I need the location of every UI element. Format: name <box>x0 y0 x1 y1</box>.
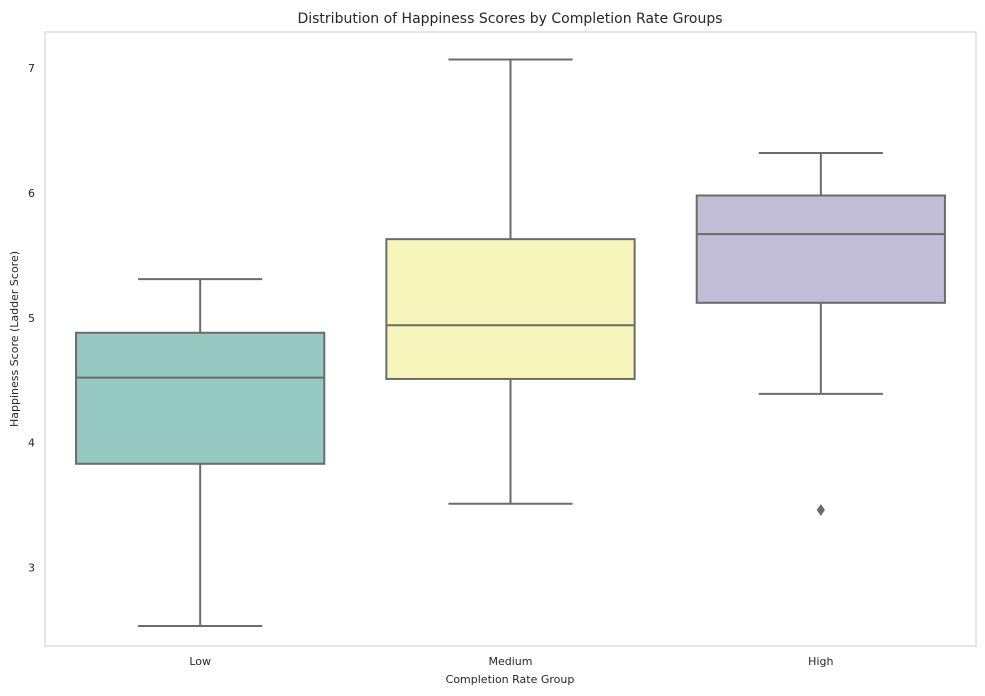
y-tick-label: 6 <box>28 187 35 200</box>
y-tick-label: 5 <box>28 312 35 325</box>
x-axis-label: Completion Rate Group <box>446 673 575 686</box>
iqr-box <box>75 331 326 465</box>
x-tick-label: High <box>808 655 833 668</box>
y-tick-label: 7 <box>28 62 35 75</box>
y-tick-label: 3 <box>28 561 35 574</box>
x-tick-label: Medium <box>489 655 533 668</box>
y-axis-ticks: 3 4 5 6 7 <box>28 62 35 574</box>
chart-title: Distribution of Happiness Scores by Comp… <box>297 11 722 27</box>
y-tick-label: 4 <box>28 437 35 450</box>
box-medium <box>385 58 636 505</box>
outlier-point <box>816 504 825 516</box>
y-axis-label: Happiness Score (Ladder Score) <box>8 251 21 427</box>
box-high <box>695 152 946 516</box>
x-tick-label: Low <box>189 655 211 668</box>
iqr-box <box>695 194 946 304</box>
box-series <box>75 58 946 628</box>
x-axis-ticks: Low Medium High <box>189 655 833 668</box>
iqr-box <box>385 238 636 380</box>
box-low <box>75 278 326 628</box>
